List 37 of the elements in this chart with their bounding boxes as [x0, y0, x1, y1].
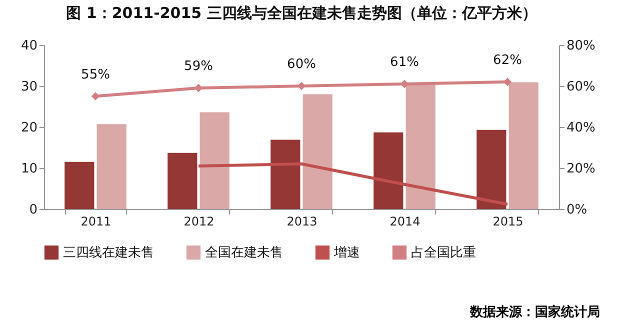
x-tick-label: 2015	[492, 214, 524, 228]
data-label: 60%	[287, 57, 316, 72]
data-label: 61%	[390, 54, 419, 70]
x-tick-label: 2012	[184, 214, 214, 228]
legend-label: 三四线在建未售	[63, 246, 154, 261]
y-tick-label: 10	[20, 162, 38, 176]
legend-label: 增速	[333, 246, 360, 261]
bar	[374, 132, 404, 209]
x-tick-label: 2014	[390, 214, 420, 228]
bar	[64, 162, 94, 209]
source-note: 数据来源：国家统计局	[468, 304, 600, 321]
y2-tick-label: 40%	[566, 120, 596, 136]
legend-label: 全国在建未售	[205, 246, 283, 261]
data-label: 59%	[184, 59, 213, 74]
bar	[406, 84, 436, 209]
y-tick-label: 40	[20, 38, 38, 54]
legend-label: 占全国比重	[411, 246, 476, 261]
y2-tick-label: 60%	[566, 80, 596, 94]
line-series	[197, 162, 509, 206]
bar	[168, 152, 198, 209]
chart-title: 图 1：2011-2015 三四线与全国在建未售走势图（单位：亿平方米）	[66, 4, 537, 22]
x-tick-label: 2013	[286, 214, 318, 228]
bar	[302, 94, 332, 209]
y-tick-label: 30	[20, 80, 38, 94]
bar	[270, 140, 300, 209]
x-tick-label: 2011	[80, 214, 112, 228]
bar	[476, 130, 506, 209]
y2-tick-label: 0%	[566, 202, 588, 218]
bar	[96, 124, 126, 209]
y-tick-label: 0	[29, 202, 38, 218]
data-label: 62%	[493, 52, 522, 68]
y2-tick-label: 80%	[566, 38, 596, 54]
y2-tick-label: 20%	[566, 162, 596, 176]
bar	[200, 112, 230, 209]
y-tick-label: 20	[20, 120, 38, 136]
data-label: 55%	[81, 67, 110, 82]
bar	[508, 82, 538, 209]
